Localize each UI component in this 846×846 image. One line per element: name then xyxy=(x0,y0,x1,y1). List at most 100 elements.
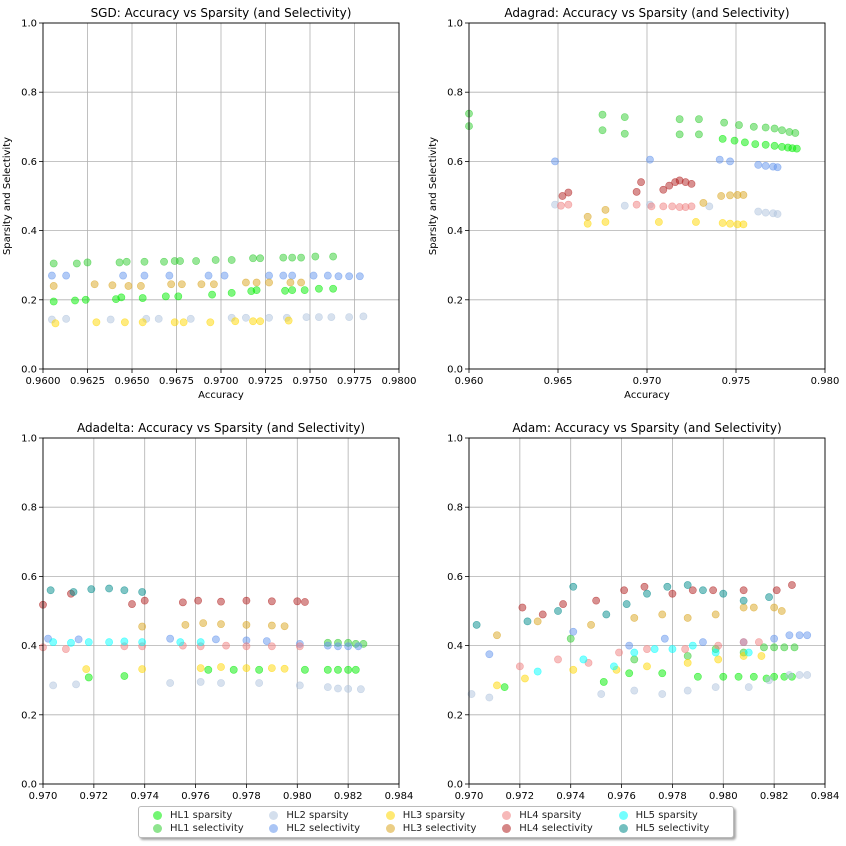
data-point xyxy=(650,645,659,653)
data-point xyxy=(288,253,297,262)
data-point xyxy=(196,638,205,647)
data-point xyxy=(592,596,601,605)
data-point xyxy=(108,281,117,290)
data-point xyxy=(714,655,723,664)
data-point xyxy=(87,585,96,594)
adadelta-subplot: 0.970 0.972 0.974 0.976 0.978 0.980 0.982 0.984… xyxy=(21,421,413,802)
x-tick-label: 0.982 xyxy=(334,791,363,802)
data-point xyxy=(569,582,578,591)
data-point xyxy=(699,199,708,207)
data-point xyxy=(622,600,631,608)
data-point xyxy=(735,121,743,129)
data-point xyxy=(739,586,748,595)
data-point xyxy=(557,201,565,210)
legend-item: HL3 sparsity xyxy=(378,809,494,822)
data-point xyxy=(267,597,276,606)
data-point xyxy=(778,126,786,135)
data-point xyxy=(262,637,271,646)
data-point xyxy=(256,254,265,263)
data-point xyxy=(284,316,293,325)
legend-label: HL2 selectivity xyxy=(286,823,361,834)
data-point xyxy=(196,664,205,672)
x-tick-label: 0.970 xyxy=(455,791,484,802)
x-tick-label: 0.972 xyxy=(506,791,535,802)
data-point xyxy=(658,669,667,678)
x-tick-label: 0.9600 xyxy=(26,376,61,387)
x-tick-label: 0.982 xyxy=(760,791,789,802)
data-point xyxy=(286,278,295,287)
data-point xyxy=(770,634,779,643)
legend-item: HL1 selectivity xyxy=(145,822,261,835)
data-point xyxy=(154,314,163,323)
data-point xyxy=(301,598,309,606)
data-point xyxy=(668,202,677,211)
legend-label: HL1 sparsity xyxy=(170,810,233,821)
legend-label: HL2 sparsity xyxy=(286,810,349,821)
y-axis-label: Sparsity and Selectivity xyxy=(2,137,13,255)
data-point xyxy=(256,317,265,326)
data-point xyxy=(170,318,179,327)
data-point xyxy=(523,617,532,626)
y-tick-label: 0.8 xyxy=(21,88,37,99)
data-point xyxy=(558,192,567,200)
legend-item: HL2 selectivity xyxy=(261,822,377,835)
y-tick-label: 0.4 xyxy=(447,226,463,237)
data-point xyxy=(120,672,129,680)
data-point xyxy=(692,218,700,226)
data-point xyxy=(687,202,696,211)
data-point xyxy=(249,317,257,326)
y-tick-label: 0.8 xyxy=(21,503,37,514)
data-point xyxy=(770,124,779,133)
data-point xyxy=(739,603,748,612)
data-point xyxy=(140,596,149,605)
legend-marker-icon xyxy=(502,811,512,820)
data-point xyxy=(279,253,288,262)
data-point xyxy=(128,600,136,608)
data-point xyxy=(300,286,309,295)
data-point xyxy=(760,643,768,652)
x-tick-label: 0.9775 xyxy=(337,376,372,387)
legend-label: HL5 sparsity xyxy=(635,810,698,821)
x-tick-label: 0.980 xyxy=(283,791,312,802)
data-point xyxy=(521,674,529,683)
data-point xyxy=(734,672,743,681)
data-point xyxy=(334,684,342,693)
data-point xyxy=(138,622,147,631)
data-point xyxy=(323,271,332,280)
data-point xyxy=(74,635,83,644)
data-point xyxy=(754,160,763,169)
data-point xyxy=(726,219,734,228)
data-point xyxy=(646,155,654,164)
x-tick-label: 0.9725 xyxy=(248,376,283,387)
data-point xyxy=(161,292,170,301)
data-point xyxy=(323,641,332,650)
data-point xyxy=(84,638,93,647)
data-point xyxy=(48,271,56,280)
data-point xyxy=(630,686,639,695)
data-point xyxy=(761,140,770,149)
data-point xyxy=(640,582,649,591)
data-point xyxy=(719,589,728,598)
y-tick-label: 0.0 xyxy=(447,780,463,791)
data-point xyxy=(179,318,188,327)
data-point xyxy=(206,318,215,327)
data-point xyxy=(166,634,175,643)
data-point xyxy=(181,620,190,629)
data-point xyxy=(587,620,595,629)
data-point xyxy=(785,631,794,640)
data-point xyxy=(176,257,184,265)
data-point xyxy=(533,617,542,626)
data-point xyxy=(295,681,304,690)
data-point xyxy=(279,271,288,280)
data-point xyxy=(583,212,592,221)
data-point xyxy=(252,286,261,295)
x-tick-label: 0.9700 xyxy=(204,376,239,387)
data-point xyxy=(329,284,338,293)
data-point xyxy=(632,187,641,196)
x-tick-label: 0.9675 xyxy=(159,376,194,387)
data-point xyxy=(643,645,651,653)
y-tick-label: 0.2 xyxy=(447,295,463,306)
data-point xyxy=(217,620,225,629)
data-point xyxy=(620,586,629,595)
data-point xyxy=(345,272,354,281)
